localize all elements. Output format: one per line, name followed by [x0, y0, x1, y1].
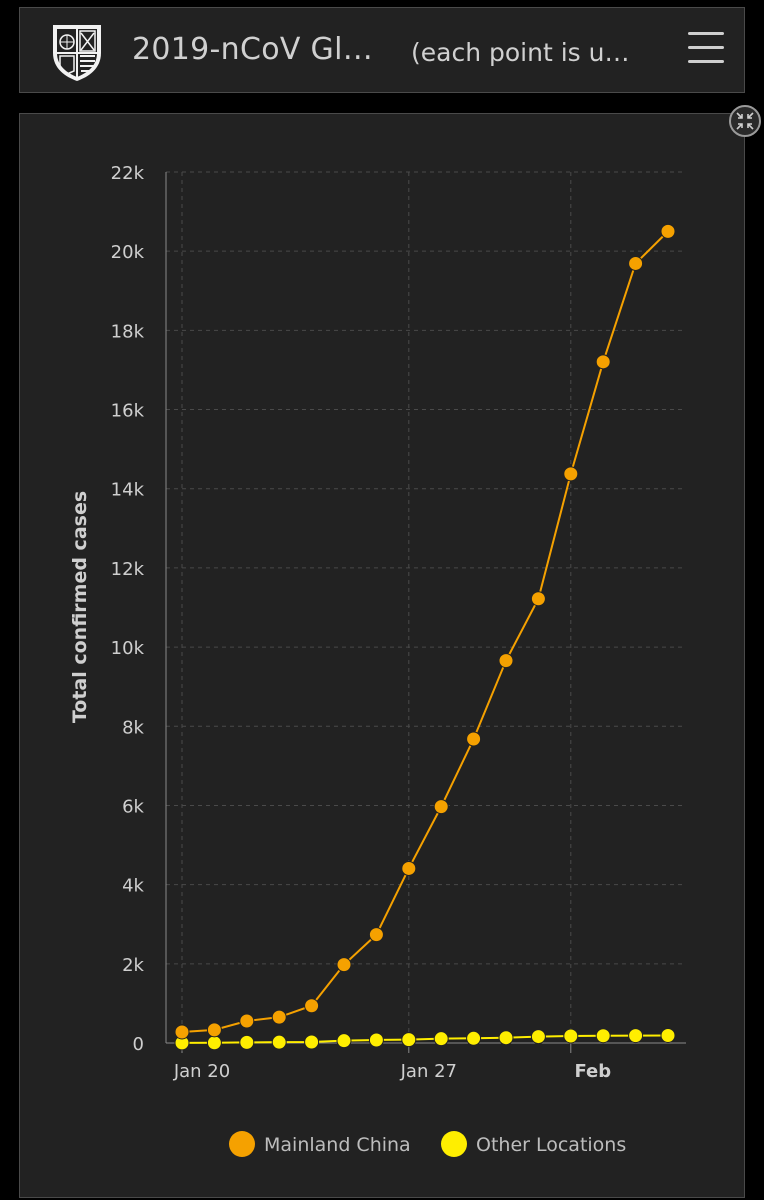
chart-legend: Mainland China Other Locations [229, 1131, 626, 1157]
data-point [433, 799, 449, 815]
data-point [304, 998, 320, 1014]
y-tick-label: 16k [111, 401, 145, 422]
y-tick-label: 6k [122, 796, 144, 817]
x-tick-label: Jan 20 [173, 1061, 230, 1082]
data-point [595, 1028, 611, 1044]
y-tick-label: 20k [111, 242, 145, 263]
series-line [181, 230, 669, 1033]
data-point [498, 653, 514, 669]
y-tick-label: 22k [111, 163, 145, 184]
top-bar: 2019-nCoV Gl… (each point is u… [19, 7, 745, 93]
data-point [433, 1031, 449, 1047]
data-point [368, 1032, 384, 1048]
data-point [239, 1034, 255, 1050]
legend-item[interactable]: Other Locations [441, 1131, 626, 1157]
data-point [530, 1029, 546, 1045]
y-tick-label: 10k [111, 638, 145, 659]
data-point [466, 731, 482, 747]
legend-item[interactable]: Mainland China [229, 1131, 411, 1157]
menu-bar [688, 46, 724, 49]
data-point [336, 1033, 352, 1049]
university-shield-icon[interactable] [50, 23, 104, 83]
data-point [174, 1024, 190, 1040]
data-point [498, 1030, 514, 1046]
data-point [530, 591, 546, 607]
menu-bar [688, 60, 724, 63]
panel-subtitle: (each point is u… [411, 38, 630, 67]
data-point [628, 1028, 644, 1044]
series-points [174, 223, 676, 1051]
data-point [336, 957, 352, 973]
y-tick-label: 18k [111, 321, 145, 342]
data-point [628, 255, 644, 271]
data-point [304, 1034, 320, 1050]
legend-label: Other Locations [476, 1134, 626, 1156]
legend-swatch [441, 1131, 467, 1157]
data-point [271, 1034, 287, 1050]
data-point [660, 223, 676, 239]
data-point [563, 466, 579, 482]
chart-panel [19, 113, 745, 1198]
y-axis-label: Total confirmed cases [69, 491, 91, 723]
collapse-arrows-icon[interactable] [728, 104, 762, 138]
y-tick-label: 4k [122, 876, 144, 897]
y-tick-label: 12k [111, 559, 145, 580]
data-point [401, 1032, 417, 1048]
series-lines [181, 230, 669, 1044]
y-tick-label: 8k [122, 717, 144, 738]
data-point [401, 860, 417, 876]
chart-grid [166, 171, 686, 1043]
data-point [563, 1028, 579, 1044]
series-line [181, 1034, 669, 1044]
x-tick-label: Feb [574, 1061, 611, 1082]
menu-bar [688, 32, 724, 35]
data-point [660, 1027, 676, 1043]
data-point [239, 1013, 255, 1029]
chart-axes: 0 2k 4k 6k 8k 10k 12k 14k 16k 18k 20k 22k Jan 20 Jan … [111, 163, 686, 1082]
y-tick-label: 0 [133, 1034, 144, 1055]
legend-label: Mainland China [264, 1134, 411, 1156]
hamburger-menu-icon[interactable] [688, 32, 724, 66]
data-point [595, 354, 611, 370]
data-point [368, 927, 384, 943]
y-tick-label: 14k [111, 480, 145, 501]
data-point [271, 1009, 287, 1025]
app-title: 2019-nCoV Gl… [132, 32, 374, 67]
data-point [206, 1035, 222, 1051]
y-tick-label: 2k [122, 955, 144, 976]
data-point [466, 1030, 482, 1046]
legend-swatch [229, 1131, 255, 1157]
data-point [206, 1022, 222, 1038]
x-tick-label: Jan 27 [400, 1061, 457, 1082]
